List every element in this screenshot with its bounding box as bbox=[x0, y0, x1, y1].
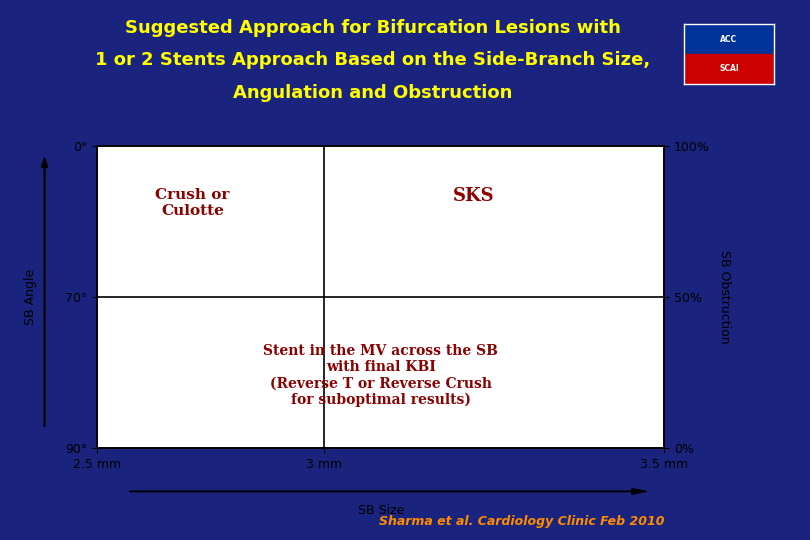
Text: Angulation and Obstruction: Angulation and Obstruction bbox=[233, 84, 512, 102]
Text: SB Obstruction: SB Obstruction bbox=[718, 250, 731, 344]
Text: Crush or
Culotte: Crush or Culotte bbox=[156, 188, 230, 218]
Text: SB Angle: SB Angle bbox=[24, 269, 37, 325]
Text: Suggested Approach for Bifurcation Lesions with: Suggested Approach for Bifurcation Lesio… bbox=[125, 19, 620, 37]
Text: Stent in the MV across the SB
with final KBI
(Reverse T or Reverse Crush
for sub: Stent in the MV across the SB with final… bbox=[263, 344, 498, 407]
Text: 1 or 2 Stents Approach Based on the Side-Branch Size,: 1 or 2 Stents Approach Based on the Side… bbox=[95, 51, 650, 69]
Text: Sharma et al. Cardiology Clinic Feb 2010: Sharma et al. Cardiology Clinic Feb 2010 bbox=[379, 515, 664, 528]
Text: SKS: SKS bbox=[453, 187, 494, 205]
Text: SB Size: SB Size bbox=[357, 504, 404, 517]
Text: SCAI: SCAI bbox=[719, 64, 739, 73]
Text: ACC: ACC bbox=[720, 35, 738, 44]
Bar bbox=[684, 54, 774, 84]
Bar bbox=[684, 24, 774, 54]
